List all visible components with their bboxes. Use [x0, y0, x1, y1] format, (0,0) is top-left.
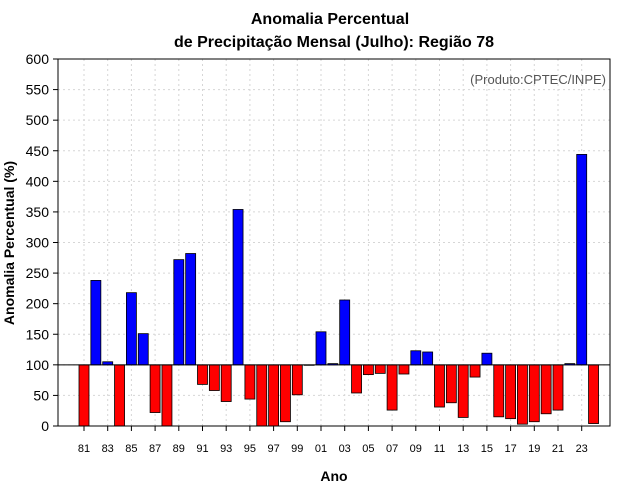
x-tick-label: 03	[339, 443, 351, 455]
x-tick-label: 09	[410, 443, 422, 455]
bar-2004	[351, 364, 362, 394]
bar-1993	[220, 364, 232, 402]
y-axis-label: Anomalia Percentual (%)	[1, 161, 17, 325]
x-tick-label: 83	[102, 443, 114, 455]
x-tick-label: 23	[576, 443, 588, 455]
bar-1984	[114, 364, 125, 427]
bar-1986	[137, 333, 149, 366]
y-tick-label: 450	[26, 143, 50, 159]
x-tick-label: 05	[362, 443, 374, 455]
bar-1985	[126, 292, 137, 366]
bar-2018	[517, 364, 528, 425]
x-tick-label: 21	[552, 443, 564, 455]
bar-1987	[149, 364, 161, 413]
bar-2017	[505, 364, 517, 420]
bar-1988	[161, 364, 173, 427]
x-tick-label: 19	[528, 443, 540, 455]
x-tick-label: 99	[291, 443, 303, 455]
x-tick-label: 17	[504, 443, 516, 455]
bar-2014	[469, 364, 481, 378]
bar-1999	[291, 364, 303, 396]
x-tick-label: 95	[244, 443, 256, 455]
y-tick-label: 350	[26, 204, 50, 220]
bar-1990	[185, 253, 197, 366]
source-annotation: (Produto:CPTEC/INPE)	[470, 72, 606, 87]
y-tick-label: 150	[26, 326, 50, 342]
y-tick-label: 400	[26, 173, 50, 189]
x-tick-label: 81	[78, 443, 90, 455]
bar-1991	[197, 364, 208, 385]
y-tick-label: 100	[26, 357, 50, 373]
y-tick-label: 250	[26, 265, 50, 281]
bar-2016	[493, 364, 505, 418]
bar-1994	[232, 209, 244, 366]
bar-1981	[78, 364, 90, 427]
bar-2015	[481, 352, 493, 366]
chart-title-line-1: Anomalia Percentual	[251, 11, 409, 28]
bar-2011	[434, 364, 445, 408]
bar-2023	[576, 154, 588, 366]
bar-1996	[256, 364, 268, 427]
x-tick-label: 97	[267, 443, 279, 455]
bar-2008	[398, 364, 410, 375]
x-tick-label: 89	[173, 443, 185, 455]
bar-2013	[457, 364, 469, 418]
y-tick-label: 300	[26, 235, 50, 251]
y-axis: 0 50 100 150 200 250 300 350 400 450 500 550 600	[26, 51, 58, 434]
y-tick-label: 600	[26, 51, 50, 67]
y-tick-label: 0	[41, 418, 49, 434]
bar-2009	[410, 350, 422, 366]
bar-2005	[362, 364, 374, 376]
x-tick-label: 11	[434, 443, 445, 455]
bar-2019	[528, 364, 540, 423]
bar-2001	[315, 331, 327, 366]
bar-2020	[540, 364, 552, 415]
chart-title-line-2: de Precipitação Mensal (Julho): Região 7…	[174, 34, 494, 51]
x-axis: 81 83 85 87 89 91 93 95 97 99 01 03 05 07 09 11 13 15 17 19…	[78, 426, 588, 455]
bars	[78, 154, 599, 427]
bar-2024	[588, 364, 599, 424]
y-tick-label: 200	[26, 296, 50, 312]
bar-1992	[208, 364, 220, 391]
x-tick-label: 01	[315, 443, 327, 455]
bar-2021	[552, 364, 564, 411]
y-tick-label: 500	[26, 112, 50, 128]
x-tick-label: 93	[220, 443, 232, 455]
bar-2012	[445, 364, 457, 404]
x-tick-label: 13	[457, 443, 469, 455]
x-tick-label: 91	[196, 443, 208, 455]
x-tick-label: 85	[125, 443, 137, 455]
bar-1995	[244, 364, 256, 400]
bar-1998	[280, 364, 291, 423]
bar-2003	[339, 299, 351, 366]
bar-2010	[422, 351, 434, 366]
x-tick-label: 87	[149, 443, 161, 455]
y-tick-label: 550	[26, 82, 50, 98]
y-tick-label: 50	[33, 387, 49, 403]
x-axis-label: Ano	[320, 468, 347, 484]
bar-1982	[90, 280, 102, 366]
bar-2007	[386, 364, 398, 411]
bar-1997	[268, 364, 280, 427]
bar-2006	[374, 364, 386, 374]
bar-1989	[173, 259, 185, 366]
x-tick-label: 15	[481, 443, 493, 455]
x-tick-label: 07	[386, 443, 398, 455]
